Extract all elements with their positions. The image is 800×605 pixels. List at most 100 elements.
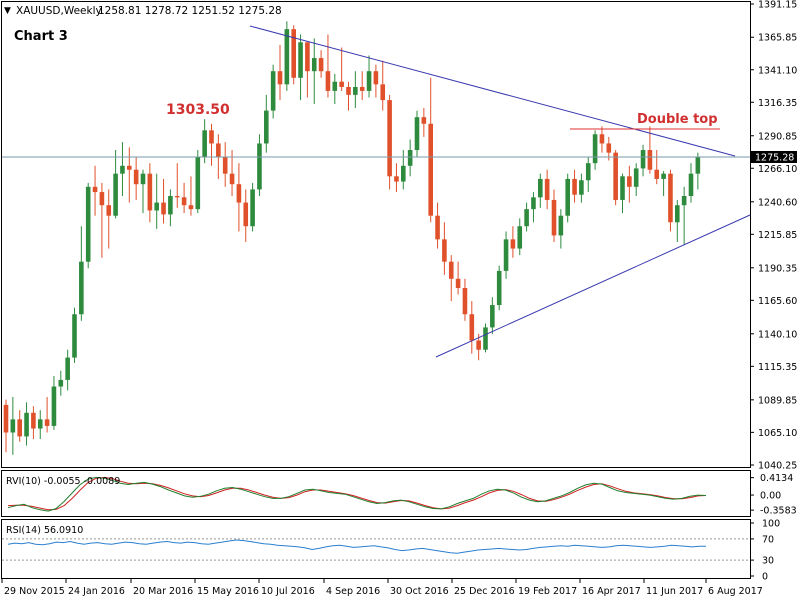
rvi-label: RVI(10) -0.0055 -0.0089 <box>6 476 120 487</box>
y-tick-label: 1115.35 <box>758 362 797 373</box>
candle-body <box>92 186 98 193</box>
candle-body <box>490 305 495 328</box>
candle-body <box>270 71 276 111</box>
candle-body <box>442 239 447 262</box>
double-top-annotation: Double top <box>637 112 718 127</box>
rsi-line <box>7 539 706 554</box>
candle-body <box>3 404 9 433</box>
x-tick-label: 15 May 2016 <box>197 586 259 597</box>
candles-group <box>3 21 701 455</box>
x-axis: 29 Nov 2015 24 Jan 2016 20 Mar 2016 15 May … <box>1 578 763 597</box>
candle-body <box>544 178 550 200</box>
candle-body <box>613 152 618 200</box>
candle-body <box>174 196 180 198</box>
candle-body <box>414 117 420 151</box>
y-tick-label: 1040.25 <box>758 461 797 472</box>
last-price-box <box>751 151 797 163</box>
candle-body <box>483 327 488 350</box>
candle-body <box>257 143 262 190</box>
candle-body <box>366 71 372 91</box>
candle-body <box>387 100 392 177</box>
candle-body <box>133 169 139 185</box>
x-tick-label: 25 Dec 2016 <box>454 586 515 597</box>
candle-body <box>339 81 344 87</box>
candle-body <box>305 42 310 72</box>
candle-body <box>318 58 324 72</box>
rvi-panel-frame <box>1 470 751 517</box>
x-tick-label: 24 Jan 2016 <box>68 586 125 597</box>
candle-body <box>346 86 351 95</box>
candle-body <box>353 86 358 95</box>
candle-body <box>222 156 228 174</box>
symbol-header: XAUUSD,Weekly <box>16 5 102 17</box>
candle-body <box>572 178 577 195</box>
y-tick-label: 1316.35 <box>758 98 797 109</box>
x-tick-label: 20 Mar 2016 <box>133 586 193 597</box>
candle-body <box>195 156 201 210</box>
high-annotation: 1303.50 <box>166 102 230 118</box>
candle-body <box>496 270 502 306</box>
y-tick-label: 1165.60 <box>758 296 797 307</box>
candle-body <box>640 150 646 169</box>
candle-body <box>120 165 125 174</box>
rsi-tick-label: 70 <box>762 534 774 545</box>
x-tick-label: 6 Aug 2017 <box>708 586 763 597</box>
rvi-signal-line <box>7 476 707 511</box>
rsi-tick-label: 0 <box>762 572 768 583</box>
candle-body <box>579 180 584 195</box>
y-tick-label: 1215.85 <box>758 230 797 241</box>
rsi-tick-label: 30 <box>762 556 774 567</box>
candle-body <box>181 197 187 206</box>
candle-body <box>291 29 296 78</box>
rsi-lines <box>2 538 750 561</box>
candle-body <box>236 184 242 203</box>
candle-body <box>373 71 379 85</box>
y-tick-label: 1089.85 <box>758 395 797 406</box>
y-tick-label: 1391.15 <box>758 0 797 11</box>
candle-body <box>435 215 440 240</box>
candle-body <box>599 134 605 144</box>
candle-body <box>565 178 570 216</box>
candle-body <box>243 202 249 227</box>
candle-body <box>154 202 159 211</box>
candle-body <box>44 419 50 426</box>
candle-body <box>531 197 536 210</box>
candle-body <box>627 176 632 187</box>
candle-body <box>168 196 173 215</box>
candle-body <box>216 143 221 157</box>
rvi-tick-label: 0.4134 <box>760 473 793 484</box>
candle-body <box>462 287 468 315</box>
candle-body <box>264 110 269 144</box>
candle-body <box>551 199 557 236</box>
candle-body <box>681 196 687 206</box>
rsi-tick-label: 100 <box>762 519 780 530</box>
y-tick-label: 1365.85 <box>758 33 797 44</box>
x-tick-label: 4 Sep 2016 <box>326 586 380 597</box>
y-tick-label: 1290.85 <box>758 131 797 142</box>
chart-title: Chart 3 <box>14 29 68 44</box>
candle-body <box>407 150 413 166</box>
candle-body <box>585 163 591 181</box>
candle-body <box>668 173 673 223</box>
candle-body <box>524 209 529 227</box>
candle-body <box>106 205 112 216</box>
candle-body <box>31 412 36 429</box>
candle-body <box>37 419 43 429</box>
candle-body <box>606 143 612 153</box>
candle-body <box>688 173 694 197</box>
rsi-label: RSI(14) 56.0910 <box>6 525 83 536</box>
triangle-marker-icon: ▼ <box>4 6 11 16</box>
candle-body <box>510 239 516 249</box>
candle-body <box>592 134 598 164</box>
rvi-tick-label: -0.3583 <box>760 506 797 517</box>
candle-body <box>661 173 666 179</box>
candle-body <box>647 150 653 170</box>
candle-body <box>188 205 194 210</box>
candle-body <box>229 173 235 185</box>
rvi-tick-label: 0.00 <box>760 491 781 502</box>
x-tick-label: 10 Jul 2016 <box>261 586 315 597</box>
x-tick-label: 16 Apr 2017 <box>582 586 641 597</box>
ohlc-header: 1258.81 1278.72 1251.52 1275.28 <box>98 5 282 17</box>
rvi-lines <box>7 476 707 512</box>
